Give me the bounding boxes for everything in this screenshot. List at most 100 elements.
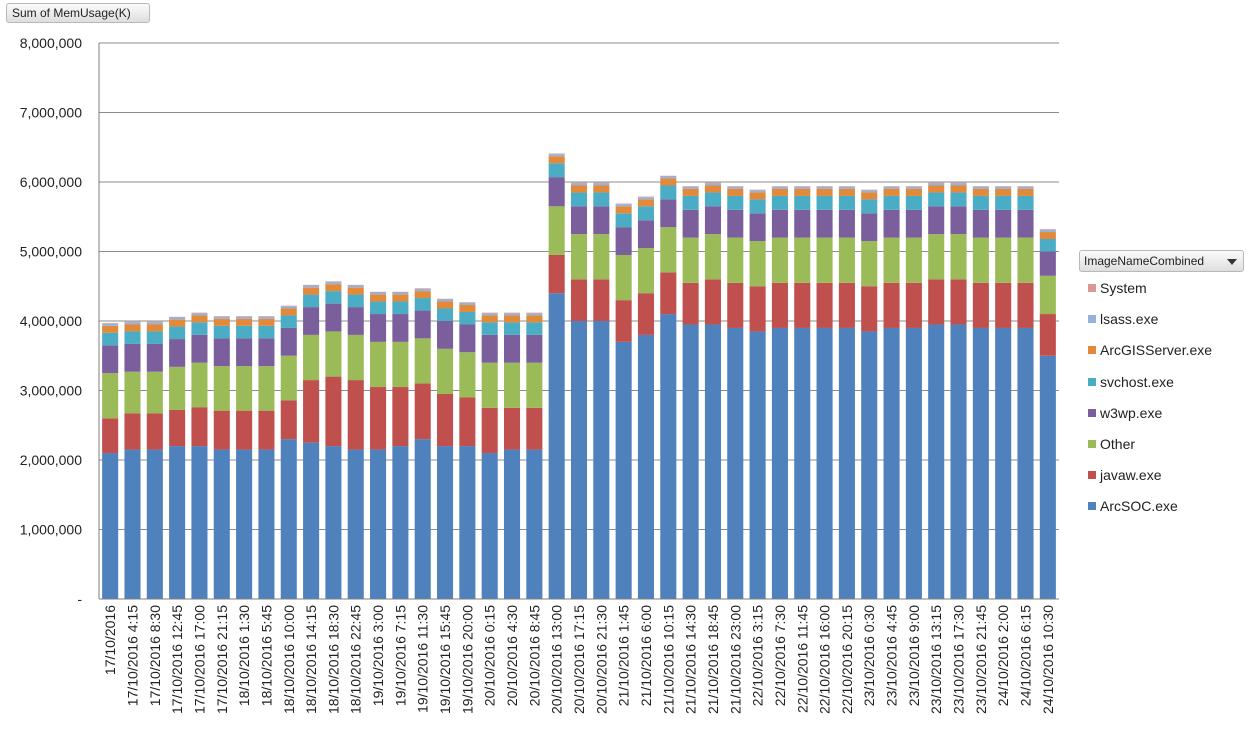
x-tick-label: 20/10/2016 0:15 xyxy=(482,605,498,706)
bar-segment xyxy=(861,213,878,242)
bar-segment xyxy=(995,209,1012,238)
x-tick-label: 20/10/2016 4:30 xyxy=(504,605,520,706)
legend: ImageNameCombined System lsass.exe ArcGI… xyxy=(1079,250,1244,514)
bar-segment xyxy=(794,209,811,238)
legend-label: w3wp.exe xyxy=(1100,405,1163,421)
bar-segment xyxy=(347,307,364,335)
bar-segment xyxy=(861,190,878,193)
bar-segment xyxy=(347,287,364,295)
bar-segment xyxy=(503,449,521,599)
bar-segment xyxy=(838,237,855,283)
bar-segment xyxy=(794,186,811,189)
bar-segment xyxy=(124,321,141,323)
bar-segment xyxy=(749,331,766,599)
bar-segment xyxy=(682,186,699,189)
bar-segment xyxy=(794,186,811,187)
bar-segment xyxy=(950,192,967,207)
bar-segment xyxy=(950,279,967,325)
legend-label: ArcGISServer.exe xyxy=(1100,342,1213,358)
bar-segment xyxy=(794,327,811,599)
bar-segment xyxy=(972,188,989,196)
bar-segment xyxy=(682,282,699,325)
legend-filter-button[interactable]: ImageNameCombined xyxy=(1079,250,1244,272)
bar-segment xyxy=(995,186,1012,187)
bar-segment xyxy=(213,366,230,411)
bar-segment xyxy=(347,294,364,308)
bar-segment xyxy=(704,192,721,207)
bar-segment xyxy=(526,334,543,363)
bar-segment xyxy=(169,446,186,599)
bar-segment xyxy=(481,322,498,335)
x-tick-label: 21/10/2016 1:45 xyxy=(616,605,632,706)
bar-segment xyxy=(191,312,208,314)
bar-segment xyxy=(548,163,565,178)
bar-segment xyxy=(213,318,230,326)
bar-segment xyxy=(481,315,498,323)
bar-segment xyxy=(861,192,878,200)
bar-segment xyxy=(437,298,454,300)
bar-segment xyxy=(325,282,342,285)
bar-segment xyxy=(637,199,655,207)
chevron-down-icon[interactable] xyxy=(1227,259,1237,265)
swatch-lsass xyxy=(1088,315,1096,323)
bar-segment xyxy=(146,322,163,325)
bar-segment xyxy=(503,313,521,316)
bar-segment xyxy=(660,272,677,315)
swatch-arcgisserver xyxy=(1088,346,1096,354)
x-tick-label: 17/10/2016 8:30 xyxy=(147,605,163,706)
bar-segment xyxy=(481,334,498,363)
bar-segment xyxy=(570,182,588,184)
legend-label: System xyxy=(1100,280,1147,296)
bar-segment xyxy=(771,188,788,196)
bar-segment xyxy=(280,327,297,356)
bar-segment xyxy=(303,380,320,443)
x-tick-label: 20/10/2016 17:15 xyxy=(571,605,587,714)
bar-segment xyxy=(883,209,900,238)
bar-segment xyxy=(303,287,320,295)
legend-label: svchost.exe xyxy=(1100,374,1174,390)
legend-label: Other xyxy=(1100,436,1136,452)
x-tick-label: 18/10/2016 18:30 xyxy=(325,605,341,714)
bar-series xyxy=(102,153,1056,600)
bar-segment xyxy=(704,206,721,235)
bar-segment xyxy=(169,326,186,340)
bar-segment xyxy=(570,321,588,599)
bar-segment xyxy=(682,324,699,599)
bar-segment xyxy=(169,319,186,327)
x-tick-label: 21/10/2016 14:30 xyxy=(683,605,699,714)
bar-segment xyxy=(905,282,922,328)
x-tick-label: 17/10/2016 4:15 xyxy=(124,605,140,706)
bar-segment xyxy=(414,439,431,599)
bar-segment xyxy=(838,186,855,187)
y-tick-label: 7,000,000 xyxy=(20,105,82,121)
bar-segment xyxy=(370,341,387,388)
bar-segment xyxy=(414,310,431,339)
bar-segment xyxy=(972,209,989,238)
bar-segment xyxy=(1039,229,1056,233)
bar-segment xyxy=(146,371,163,414)
bar-segment xyxy=(280,439,297,599)
x-tick-label: 17/10/2016 17:00 xyxy=(191,605,207,714)
bar-segment xyxy=(727,327,744,599)
bar-segment xyxy=(236,410,253,450)
bar-segment xyxy=(414,289,431,292)
bar-segment xyxy=(191,334,208,363)
bar-segment xyxy=(950,206,967,235)
bar-segment xyxy=(995,195,1012,210)
bar-segment xyxy=(972,186,989,187)
bar-segment xyxy=(370,387,387,450)
bar-segment xyxy=(459,305,476,312)
sum-of-memusage-field-button[interactable]: Sum of MemUsage(K) xyxy=(6,3,150,23)
bar-segment xyxy=(950,183,967,186)
bar-segment xyxy=(325,291,342,304)
bar-segment xyxy=(995,327,1012,599)
swatch-system xyxy=(1088,284,1096,292)
bar-segment xyxy=(570,183,588,186)
x-tick-label: 18/10/2016 5:45 xyxy=(258,605,274,706)
bar-segment xyxy=(749,189,766,191)
bar-segment xyxy=(191,315,208,323)
bar-segment xyxy=(570,234,588,280)
bar-segment xyxy=(727,282,744,328)
bar-segment xyxy=(124,371,141,414)
bar-segment xyxy=(838,282,855,328)
